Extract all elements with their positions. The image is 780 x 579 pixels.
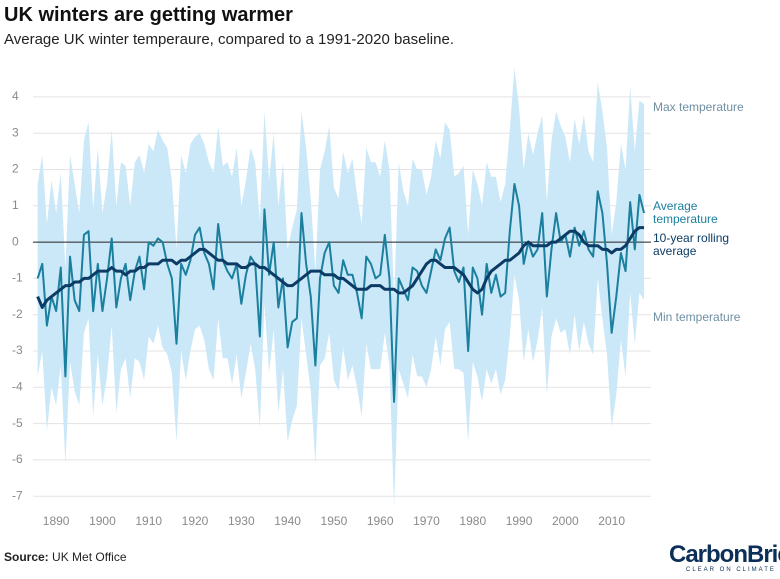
x-tick-label: 1930 [228,514,255,528]
y-tick-label: -3 [12,343,23,357]
series-line [36,226,645,309]
y-tick-label: -2 [12,307,23,321]
logo-tagline: CLEAR ON CLIMATE [686,567,776,573]
range-band [37,67,645,508]
logo: CarbonBrief [669,541,780,568]
series-label: Max temperature [653,100,744,114]
x-tick-label: 1900 [89,514,116,528]
y-tick-label: 0 [12,234,19,248]
x-tick-label: 1980 [459,514,486,528]
y-tick-label: 1 [12,198,19,212]
series-label: Min temperature [653,310,741,324]
x-tick-label: 1990 [506,514,533,528]
chart-subtitle: Average UK winter temperaure, compared t… [4,31,454,48]
source: Source: UK Met Office [4,550,127,564]
y-tick-label: 2 [12,162,19,176]
x-tick-label: 1910 [135,514,162,528]
x-tick-label: 1960 [367,514,394,528]
x-tick-label: 1920 [182,514,209,528]
y-tick-label: -1 [12,271,23,285]
x-tick-label: 1940 [274,514,301,528]
y-tick-label: -6 [12,452,23,466]
series-line [36,183,646,403]
x-tick-label: 2000 [552,514,579,528]
y-tick-label: -4 [12,379,23,393]
series-label: Average temperature [653,199,718,226]
x-tick-label: 1970 [413,514,440,528]
series-label: 10-year rolling average [653,231,730,258]
source-label: Source: [4,550,49,564]
x-tick-label: 2010 [598,514,625,528]
y-tick-label: 3 [12,125,19,139]
x-tick-label: 1890 [43,514,70,528]
y-tick-label: -7 [12,488,23,502]
x-tick-label: 1950 [321,514,348,528]
source-text: UK Met Office [52,550,127,564]
y-tick-label: -5 [12,416,23,430]
chart-title: UK winters are getting warmer [4,4,293,26]
y-tick-label: 4 [12,89,19,103]
